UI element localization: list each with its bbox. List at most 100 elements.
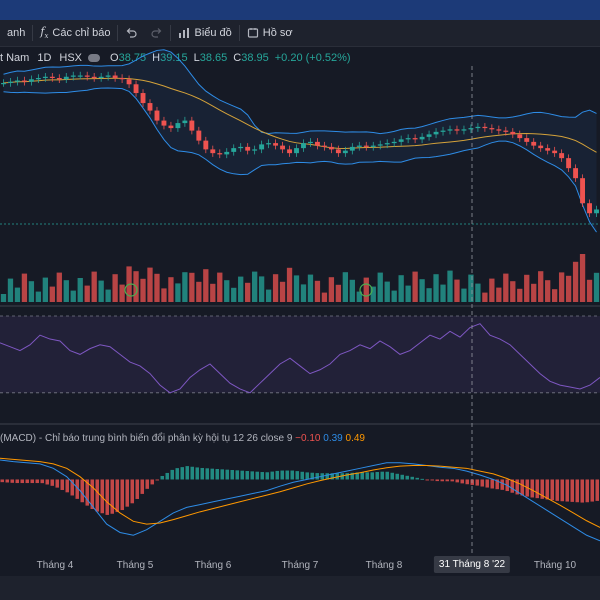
macd-histogram-bar <box>310 472 314 480</box>
macd-histogram-bar <box>490 479 494 489</box>
volume-bar <box>77 278 83 302</box>
volume-bar <box>517 288 523 302</box>
fx-icon: fx <box>40 25 49 41</box>
volume-bar <box>489 278 495 302</box>
macd-signal-line <box>0 457 600 528</box>
candle-body <box>349 146 355 151</box>
volume-bar <box>405 285 411 302</box>
redo-button[interactable] <box>144 20 170 46</box>
candle-body <box>154 110 160 121</box>
change-value: +0.20 (+0.52%) <box>274 52 351 64</box>
volume-bar <box>398 275 404 302</box>
volume-bar <box>363 277 369 302</box>
volume-bar <box>252 271 258 302</box>
time-axis[interactable]: Tháng 4 Tháng 5 Tháng 6 Tháng 7 Tháng 8 … <box>0 556 600 576</box>
volume-bar <box>231 287 237 302</box>
macd-histogram-bar <box>195 467 199 480</box>
eye-icon[interactable] <box>88 54 101 62</box>
macd-histogram-bar <box>235 470 239 480</box>
candle-body <box>447 129 453 131</box>
toolbar-left-item[interactable]: anh <box>0 20 32 46</box>
candle-body <box>161 120 167 126</box>
volume-bar <box>105 289 111 302</box>
toolbar-separator <box>32 25 34 41</box>
candle-body <box>496 129 502 131</box>
candle-body <box>370 145 376 147</box>
candle-body <box>412 138 418 140</box>
volume-bar <box>510 281 516 302</box>
macd-histogram-bar <box>325 473 329 480</box>
volume-bar <box>119 284 125 302</box>
candle-body <box>461 129 467 131</box>
candle-body <box>91 76 97 79</box>
volume-bar <box>258 276 265 302</box>
x-tick-label: Tháng 7 <box>281 560 319 571</box>
profile-menu-label: Hồ sơ <box>262 27 293 39</box>
candle-body <box>238 146 244 149</box>
low-key: L <box>193 52 200 64</box>
volume-bar <box>335 284 342 302</box>
volume-bar <box>14 287 21 302</box>
profile-menu-button[interactable]: Hồ sơ <box>240 20 300 46</box>
macd-histogram-bar <box>45 479 49 485</box>
macd-histogram-bar <box>365 472 369 480</box>
interval-label[interactable]: 1D <box>37 52 52 64</box>
indicators-button[interactable]: fx Các chỉ báo <box>33 20 117 46</box>
redo-icon <box>151 28 162 38</box>
candle-body <box>77 75 83 77</box>
symbol-name[interactable]: t Nam <box>0 52 30 64</box>
candle-body <box>28 79 34 82</box>
volume-bar <box>565 275 572 302</box>
macd-histogram-bar <box>315 473 319 480</box>
volume-bar <box>42 277 48 302</box>
volume-bar <box>433 274 439 302</box>
candle-body <box>273 143 279 146</box>
macd-line-value: 0.39 <box>323 433 343 444</box>
bollinger-upper-line <box>3 49 597 135</box>
volume-bar <box>182 272 188 302</box>
volume-bar <box>238 276 244 302</box>
toolbar-separator <box>238 25 240 41</box>
macd-histogram-bar <box>285 470 289 480</box>
macd-histogram-bar <box>205 468 209 480</box>
volume-bar <box>307 274 314 302</box>
volume-bar <box>293 275 300 302</box>
volume-bar <box>70 290 76 302</box>
macd-histogram-bar <box>255 471 259 480</box>
volume-bar <box>300 284 307 302</box>
candle-body <box>224 151 230 155</box>
macd-histogram-bar <box>545 479 549 500</box>
volume-bar <box>503 273 509 302</box>
crosshair-time-label: 31 Tháng 8 '22 <box>433 556 511 573</box>
undo-button[interactable] <box>118 20 144 46</box>
macd-histogram-bar <box>485 479 489 488</box>
candle-body <box>489 128 495 130</box>
candle-body <box>559 153 565 159</box>
macd-histogram-bar <box>150 479 154 485</box>
volume-bar <box>475 283 481 302</box>
rsi-line <box>0 323 600 394</box>
macd-histogram-bar <box>55 479 59 488</box>
chart-menu-button[interactable]: Biểu đồ <box>171 20 238 46</box>
chart-canvas[interactable] <box>0 0 600 556</box>
candle-body <box>315 141 320 146</box>
macd-histogram-bar <box>415 477 419 480</box>
bollinger-fill <box>3 49 597 233</box>
volume-bar <box>419 279 425 302</box>
macd-histogram-bar <box>230 470 234 480</box>
volume-bar <box>91 271 97 302</box>
macd-histogram-bar <box>385 471 389 480</box>
macd-histogram-bar <box>425 479 429 481</box>
candle-body <box>308 141 313 144</box>
macd-histogram-bar <box>480 479 484 487</box>
volume-bar <box>370 286 376 302</box>
macd-histogram-bar <box>565 479 569 502</box>
volume-bar <box>203 269 209 302</box>
macd-histogram-bar <box>550 479 554 501</box>
macd-histogram-bar <box>85 479 89 506</box>
macd-histogram-bar <box>90 479 94 509</box>
volume-bar <box>377 272 383 302</box>
volume-bar <box>28 281 35 302</box>
volume-bar <box>265 289 272 302</box>
macd-histogram-bar <box>245 471 249 480</box>
